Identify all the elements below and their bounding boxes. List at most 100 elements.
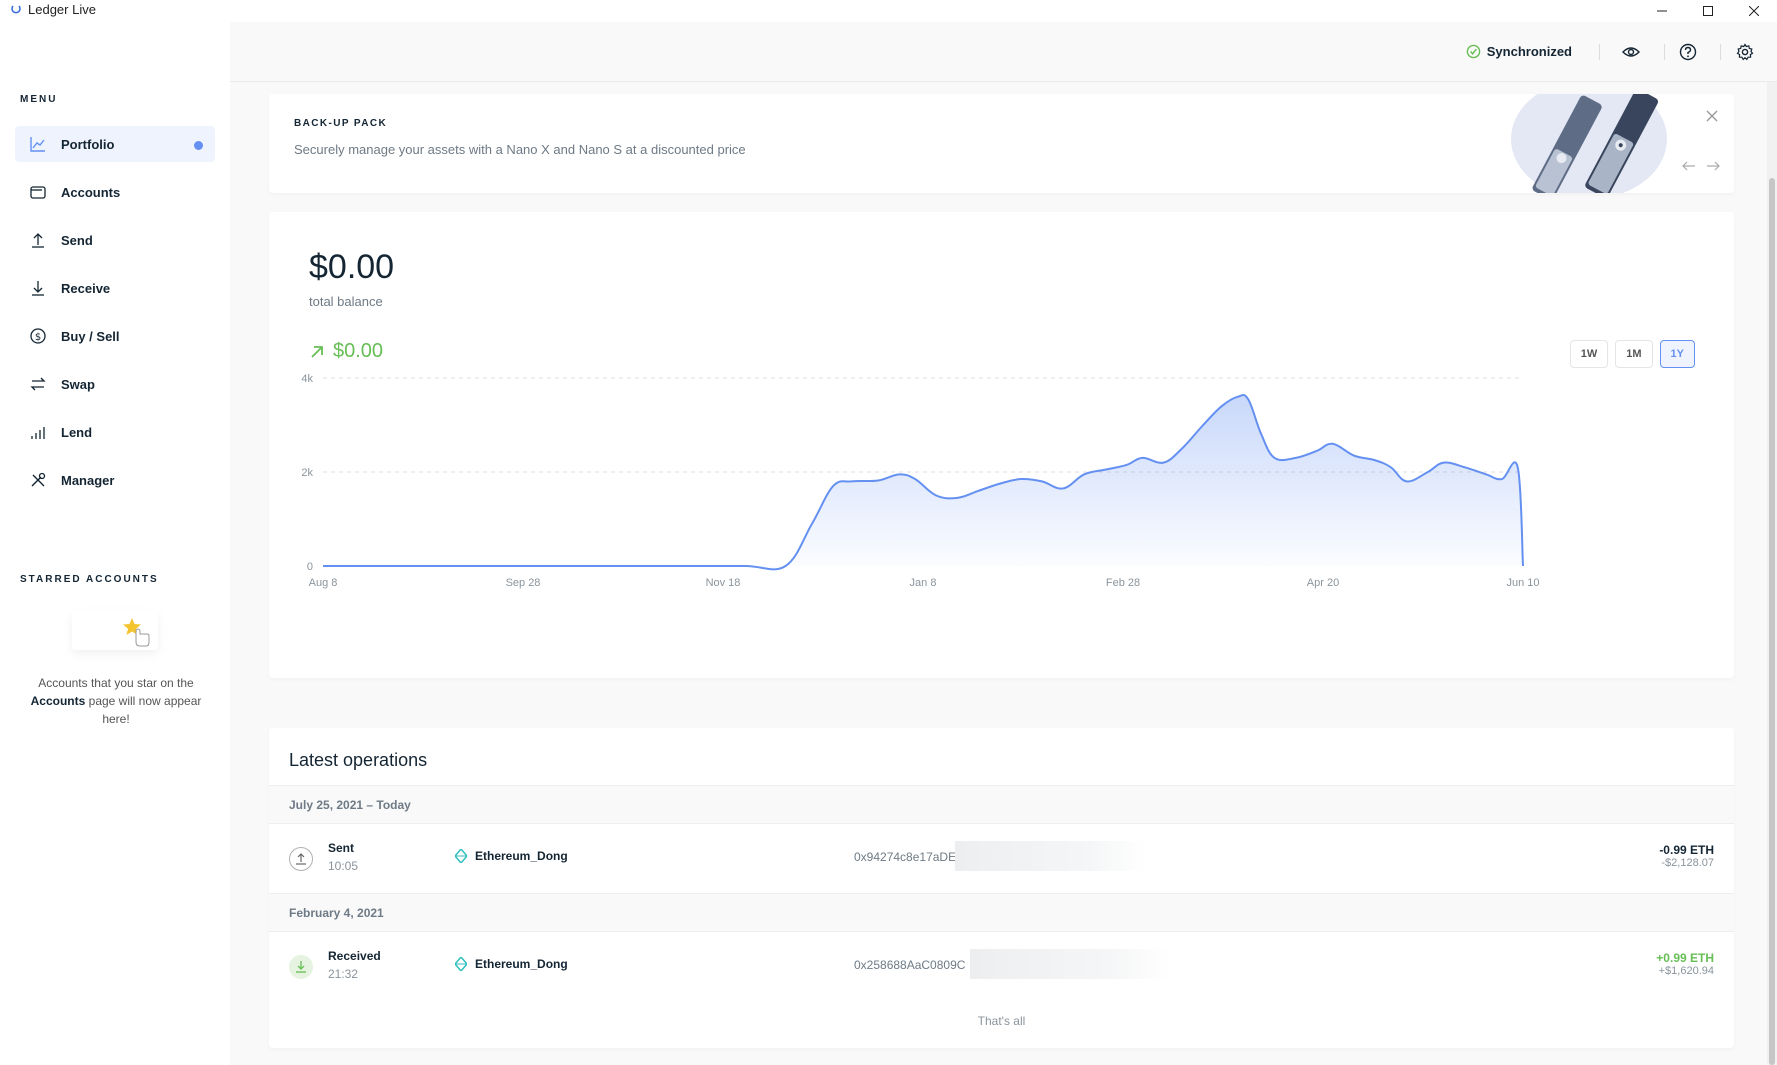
- maximize-button[interactable]: [1685, 0, 1731, 22]
- sidebar-item-manager[interactable]: Manager: [15, 462, 215, 498]
- ethereum-icon: [455, 957, 467, 971]
- operation-amount: -0.99 ETH -$2,128.07: [1659, 843, 1714, 869]
- close-icon: [1706, 110, 1718, 122]
- range-1m-button[interactable]: 1M: [1615, 340, 1653, 368]
- scroll-thumb[interactable]: [1769, 178, 1775, 1065]
- eye-icon: [1622, 47, 1640, 57]
- check-circle-icon: [1466, 44, 1481, 59]
- sidebar-item-lend[interactable]: Lend: [15, 414, 215, 450]
- sidebar-item-accounts[interactable]: Accounts: [15, 174, 215, 210]
- chart-series-line: [323, 393, 1524, 571]
- operation-crypto-amount: +0.99 ETH: [1656, 951, 1714, 965]
- sidebar-item-receive[interactable]: Receive: [15, 270, 215, 306]
- minimize-icon: [1657, 10, 1667, 12]
- operations-day-header: February 4, 2021: [269, 893, 1734, 932]
- arrow-down-icon: [29, 279, 47, 297]
- nano-devices-illustration: [1511, 94, 1667, 193]
- sidebar-item-label: Swap: [61, 376, 95, 392]
- top-bar: Synchronized: [230, 22, 1777, 82]
- operation-type: Received: [328, 949, 381, 963]
- x-tick-label: Aug 8: [309, 577, 338, 589]
- sidebar-item-label: Portfolio: [61, 136, 115, 152]
- sync-label: Synchronized: [1486, 44, 1572, 59]
- app-title-area: Ledger Live: [10, 2, 96, 17]
- arrow-left-icon: [1682, 161, 1695, 171]
- operation-row[interactable]: Sent 10:05 Ethereum_Dong 0x94274c8e17aDE…: [269, 824, 1734, 893]
- sidebar-item-label: Lend: [61, 424, 93, 440]
- operation-row[interactable]: Received 21:32 Ethereum_Dong 0x258688AaC…: [269, 932, 1734, 1001]
- sidebar-item-label: Manager: [61, 472, 115, 488]
- menu-section-label: MENU: [20, 94, 58, 105]
- balance-change: $0.00: [309, 340, 383, 363]
- banner-prev-button[interactable]: [1682, 158, 1696, 174]
- range-1w-button[interactable]: 1W: [1569, 340, 1609, 368]
- balance-chart: 0 2k 4k Aug 8 Sep 28 Nov 18 Jan 8 Feb 28 Apr 20 J…: [301, 373, 1539, 589]
- operation-type: Sent: [328, 841, 355, 855]
- sidebar-item-label: Accounts: [61, 184, 121, 200]
- help-button[interactable]: [1678, 42, 1698, 62]
- sidebar-item-buy-sell[interactable]: $ Buy / Sell: [15, 318, 215, 354]
- operation-account: Ethereum_Dong: [455, 957, 568, 971]
- maximize-icon: [1703, 6, 1713, 16]
- total-balance-label: total balance: [309, 294, 383, 309]
- sidebar-item-send[interactable]: Send: [15, 222, 215, 258]
- banner-title: BACK-UP PACK: [294, 118, 388, 129]
- svg-text:$: $: [35, 332, 41, 343]
- x-tick-label: Nov 18: [706, 577, 741, 589]
- operation-amount: +0.99 ETH +$1,620.94: [1656, 951, 1714, 977]
- close-window-button[interactable]: [1731, 0, 1777, 22]
- minimize-button[interactable]: [1639, 0, 1685, 22]
- operations-end-label: That's all: [977, 1014, 1026, 1028]
- operation-fiat-amount: +$1,620.94: [1658, 965, 1714, 977]
- starred-desc-text-2: page will now appear here!: [88, 694, 202, 726]
- total-balance-value: $0.00: [309, 248, 395, 286]
- x-tick-label: Jan 8: [910, 577, 937, 589]
- x-tick-label: Apr 20: [1307, 577, 1339, 589]
- ethereum-icon: [455, 849, 467, 863]
- main-content: Synchronized BACK-UP PACK Securely manag…: [230, 22, 1777, 1065]
- topbar-divider: [1664, 44, 1665, 60]
- banner-close-button[interactable]: [1704, 108, 1720, 124]
- gear-icon: [1736, 43, 1754, 61]
- active-indicator-dot: [194, 141, 203, 150]
- settings-button[interactable]: [1735, 42, 1755, 62]
- operation-account: Ethereum_Dong: [455, 849, 568, 863]
- balance-change-value: $0.00: [333, 340, 384, 362]
- range-selector: 1W 1M 1Y: [1569, 340, 1695, 368]
- sync-status[interactable]: Synchronized: [1466, 44, 1572, 59]
- banner-text: Securely manage your assets with a Nano …: [294, 142, 746, 157]
- redacted-address-block: [970, 949, 1170, 979]
- arrow-right-icon: [1707, 161, 1720, 171]
- discreet-mode-button[interactable]: [1621, 42, 1641, 62]
- sidebar-item-swap[interactable]: Swap: [15, 366, 215, 402]
- starred-section-label: STARRED ACCOUNTS: [20, 574, 159, 585]
- ledger-logo-icon: [11, 4, 21, 13]
- banner-next-button[interactable]: [1706, 158, 1720, 174]
- y-tick-label: 0: [307, 561, 313, 573]
- sidebar-item-label: Receive: [61, 280, 111, 296]
- window-controls: [1639, 0, 1777, 22]
- sent-icon: [289, 847, 313, 871]
- sidebar: MENU Portfolio Accounts Send Receive: [0, 22, 230, 1065]
- x-tick-label: Feb 28: [1106, 577, 1140, 589]
- sidebar-item-label: Buy / Sell: [61, 328, 120, 344]
- sidebar-item-portfolio[interactable]: Portfolio: [15, 126, 215, 162]
- operation-address: 0x94274c8e17aDE3: [854, 850, 963, 864]
- starred-description: Accounts that you star on the Accounts p…: [18, 674, 214, 728]
- swap-icon: [29, 375, 47, 393]
- operation-time: 21:32: [328, 967, 359, 981]
- latest-operations-card: Latest operations July 25, 2021 – Today …: [269, 728, 1734, 1048]
- app-title: Ledger Live: [28, 2, 96, 17]
- star-icon: [123, 618, 150, 647]
- portfolio-balance-card: $0.00 total balance $0.00 1W 1M 1Y: [269, 212, 1734, 678]
- arrow-up-icon: [29, 231, 47, 249]
- range-1y-button[interactable]: 1Y: [1659, 340, 1695, 368]
- operation-account-name: Ethereum_Dong: [475, 849, 568, 863]
- operation-address: 0x258688AaC0809C: [854, 958, 966, 972]
- topbar-divider: [1599, 44, 1600, 60]
- scrollbar[interactable]: [1767, 82, 1777, 1065]
- promo-banner[interactable]: BACK-UP PACK Securely manage your assets…: [269, 94, 1734, 193]
- x-tick-label: Jun 10: [1506, 577, 1539, 589]
- received-icon: [289, 955, 313, 979]
